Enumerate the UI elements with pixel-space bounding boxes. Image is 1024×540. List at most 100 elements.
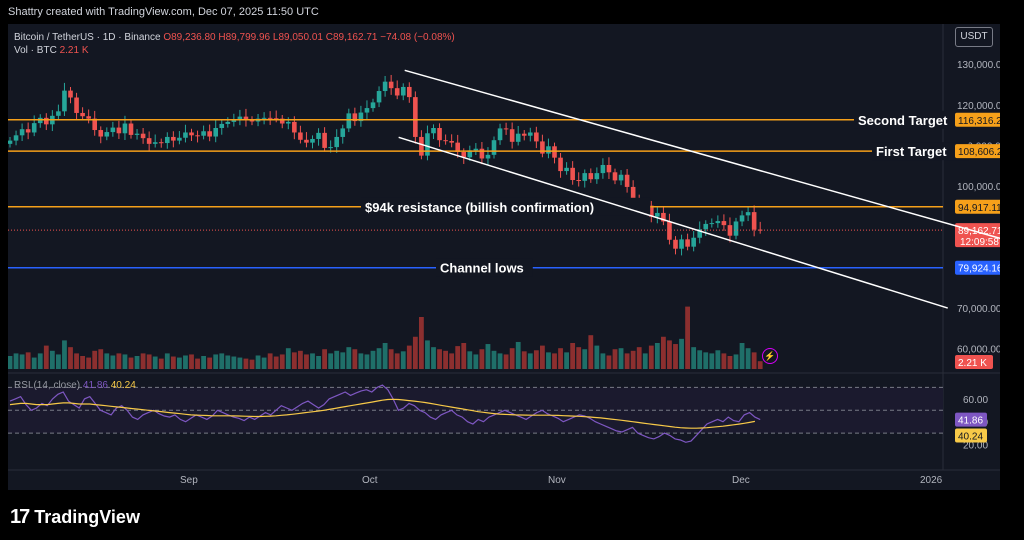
candle-body [388,81,394,89]
volume-bar [691,347,697,369]
volume-bar [158,358,164,369]
candle-body [709,223,715,225]
candle-body [352,113,358,122]
candle-body [570,167,575,181]
candle-body [431,127,436,134]
candle-body [606,164,612,173]
symbol-legend[interactable]: Bitcoin / TetherUS · 1D · Binance O89,23… [14,32,455,43]
volume-bar [352,349,358,369]
candle-body [261,117,267,119]
candle-body [552,146,557,158]
volume-bar [642,353,648,369]
volume-bar [455,346,461,369]
candle-body [322,132,327,148]
volume-bar [86,357,92,369]
candle-body [612,172,618,181]
volume-bar [31,357,37,369]
level-label: $94k resistance (billish confirmation) [365,200,594,215]
level-label-bg [854,110,959,129]
candle-body [425,133,430,156]
candle-body [467,150,473,158]
volume-bar [739,343,745,369]
volume-bar [521,351,527,369]
candle-body [582,173,588,181]
volume-bar [661,336,666,369]
candle-body [461,151,467,158]
volume-bar [56,354,61,369]
volume-bar [388,349,394,369]
candle-body [177,137,182,141]
candle-body [733,221,739,236]
volume-bar [709,353,715,369]
candle-body [316,132,321,139]
currency-button[interactable]: USDT [955,27,993,47]
candle-body [534,132,539,142]
candle-body [667,221,672,240]
rsi-legend-ma: 40.24 [110,380,136,391]
candle-body [691,237,696,247]
volume-bar [612,349,618,369]
volume-bar [540,345,545,369]
candle-body [697,229,702,238]
level-label: First Target [876,144,947,159]
volume-bar [273,356,279,369]
tradingview-mark-icon: 17 [10,506,30,528]
volume-bar [515,341,521,369]
candle-body [649,205,654,217]
channel-upper-trendline [404,69,1000,240]
candle-body [8,140,13,144]
volume-bar [636,347,642,369]
volume-bar [122,354,128,369]
volume-bar [751,352,757,369]
volume-bar [255,355,261,369]
volume-bar [219,353,225,369]
volume-bar [461,343,467,369]
candle-body [630,186,636,203]
candle-body [74,97,79,113]
candle-body [407,86,412,98]
volume-bar [225,355,231,369]
candle-body [346,113,352,129]
candle-body [213,127,218,137]
volume-bar [249,359,255,369]
volume-bar [62,340,67,369]
volume-bar [721,353,727,369]
volume-bar [116,353,122,369]
candle-body [376,91,382,103]
volume-bar [552,353,557,369]
candle-body [673,239,678,249]
volume-value: 2.21 K [59,45,89,56]
volume-legend[interactable]: Vol · BTC 2.21 K [14,45,89,56]
volume-bar [564,352,569,369]
time-tick-label: Oct [362,475,378,486]
tradingview-logo: 17 TradingView [10,506,140,529]
rsi-legend[interactable]: RSI (14, close) 41.86 40.24 [14,380,136,391]
candle-body [146,138,152,144]
candle-body [171,136,176,141]
candle-body [497,128,503,141]
volume-bar [503,354,509,369]
candle-body [540,141,545,154]
candle-body [25,129,31,133]
chart-area[interactable]: 130,000.00120,000.00110,000.00100,000.00… [8,24,1000,490]
candle-body [62,90,67,112]
volume-bar [600,353,606,369]
volume-bar [727,356,733,369]
volume-bar [673,344,678,369]
volume-bar [467,351,473,369]
candle-body [703,223,709,230]
candle-body [189,132,194,136]
candle-body [237,116,243,120]
price-tick-label: 60,000.00 [957,345,1000,356]
countdown-text: 12:09:58 [960,237,999,248]
alert-icon[interactable]: ⚡ [762,348,778,364]
candle-body [201,131,206,136]
candle-body [140,133,146,139]
chart-svg[interactable]: 130,000.00120,000.00110,000.00100,000.00… [8,24,1000,490]
volume-bar [134,356,140,369]
volume-bar [334,350,340,369]
volume-bar [279,354,285,369]
candle-body [122,123,128,134]
rsi-ma-text: 40.24 [958,431,983,442]
candle-body [745,212,751,216]
